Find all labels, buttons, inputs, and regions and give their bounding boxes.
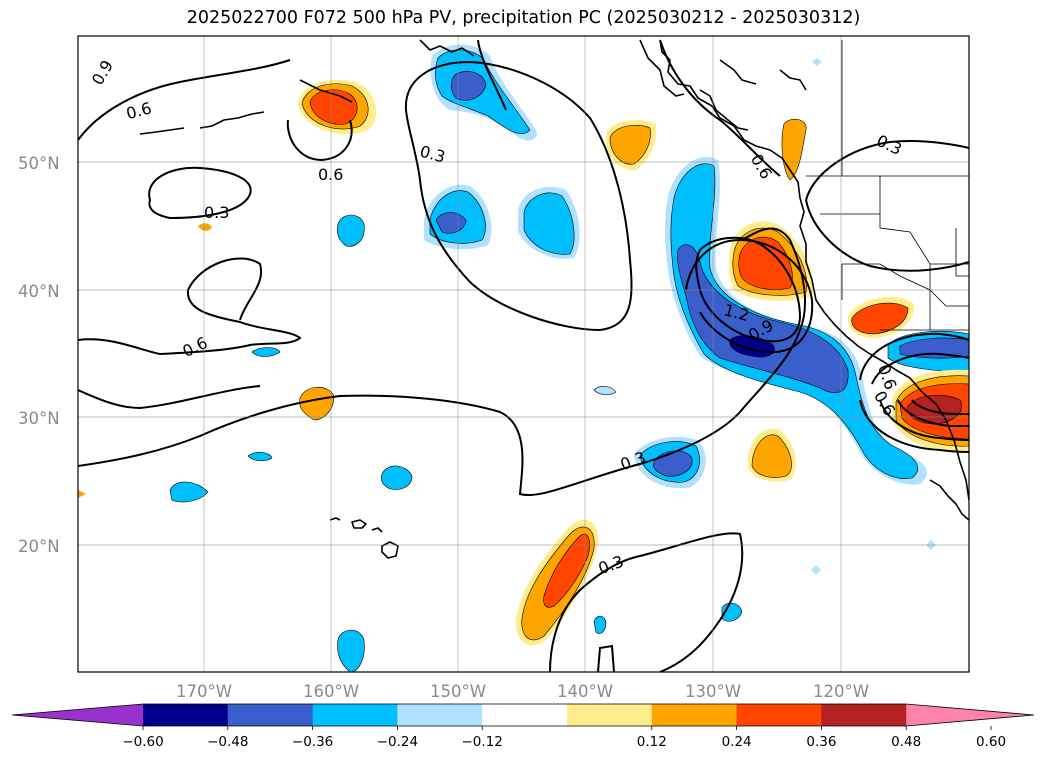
borders (806, 40, 969, 331)
negative-anomaly (336, 214, 365, 247)
colorbar-tick-label: −0.60 (122, 734, 163, 750)
coastlines (139, 39, 969, 559)
colorbar-segment (736, 704, 822, 726)
colorbar-tick-label: 0.12 (637, 734, 667, 750)
positive-anomaly (609, 125, 651, 165)
gridlines (78, 36, 969, 672)
positive-anomaly (299, 386, 335, 421)
negative-anomaly (670, 163, 918, 479)
colorbar-extend-max (906, 704, 1034, 726)
map-title: 2025022700 F072 500 hPa PV, precipitatio… (186, 8, 861, 28)
colorbar-tick-label: 0.60 (976, 734, 1006, 750)
colorbar-segment (821, 704, 907, 726)
colorbar: −0.60 −0.48 −0.36 −0.24 −0.12 0.12 0.24 0.36 0.4… (11, 703, 1035, 750)
colorbar-segment (312, 704, 398, 726)
colorbar-segment (651, 704, 738, 726)
map-plot-area: 0.9 0.6 0.6 0.3 0.3 0.6 0.3 1.2 0.9 0.6 … (78, 36, 969, 672)
pv-contours (78, 39, 969, 672)
positive-anomaly (751, 434, 792, 478)
negative-anomaly (811, 565, 821, 575)
negative-anomaly (337, 629, 365, 672)
negative-anomaly (677, 244, 849, 393)
colorbar-segment (397, 704, 483, 726)
negative-anomaly (380, 465, 413, 490)
negative-anomaly (450, 71, 487, 101)
map-frame (77, 35, 970, 673)
lon-label: 130°W (685, 682, 741, 701)
lat-label: 40°N (18, 282, 60, 301)
colorbar-extend-min (12, 704, 143, 726)
colorbar-tick-label: 0.36 (806, 734, 836, 750)
negative-anomaly (523, 192, 575, 255)
colorbar-tick-label: −0.48 (207, 734, 248, 750)
colorbar-segment (227, 704, 314, 726)
colorbar-tick-label: 0.24 (722, 734, 752, 750)
negative-anomaly (593, 615, 607, 634)
positive-anomaly (198, 223, 212, 231)
colorbar-segment (567, 704, 653, 726)
positive-anomaly (78, 490, 86, 498)
longitude-labels: 170°W 160°W 150°W 140°W 130°W 120°W (176, 682, 869, 701)
contour-label: 0.3 (204, 203, 229, 222)
lon-label: 150°W (430, 682, 486, 701)
lat-label: 20°N (18, 537, 60, 556)
latitude-labels: 50°N 40°N 30°N 20°N (18, 154, 60, 556)
lon-label: 170°W (176, 682, 232, 701)
colorbar-segment (482, 704, 568, 726)
precip-anomaly-fills (78, 44, 969, 672)
negative-anomaly (247, 452, 273, 462)
negative-anomaly (812, 58, 822, 66)
negative-anomaly (435, 212, 467, 234)
colorbar-tick-label: 0.48 (891, 734, 921, 750)
lon-label: 160°W (303, 682, 359, 701)
colorbar-tick-label: −0.36 (292, 734, 333, 750)
positive-anomaly (851, 302, 909, 335)
lat-label: 50°N (18, 154, 60, 173)
lon-label: 120°W (813, 682, 869, 701)
lon-label: 140°W (557, 682, 613, 701)
positive-anomaly (781, 118, 807, 181)
colorbar-tick-label: −0.24 (377, 734, 418, 750)
colorbar-tick-label: −0.12 (462, 734, 503, 750)
positive-anomaly (543, 534, 590, 608)
negative-anomaly (251, 347, 281, 357)
lat-label: 30°N (18, 409, 60, 428)
negative-anomaly (169, 481, 209, 503)
colorbar-segment (143, 704, 229, 726)
negative-anomaly (593, 386, 617, 396)
